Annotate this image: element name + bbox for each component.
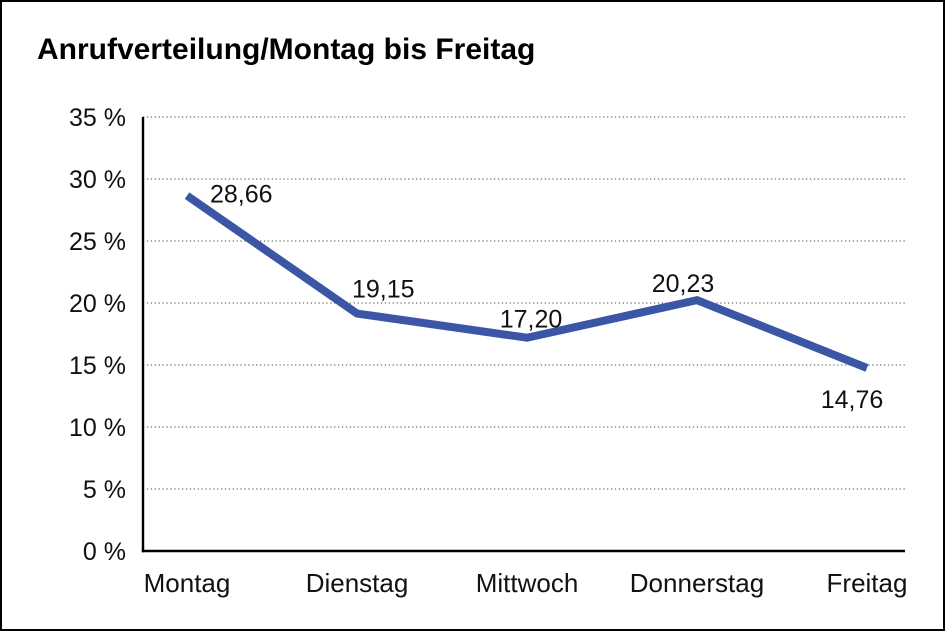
y-axis-tick-label: 15 % [69,352,126,380]
series-layer [184,192,869,372]
data-label: 28,66 [210,181,273,209]
y-axis-tick-label: 10 % [69,414,126,442]
axis-layer [141,117,905,553]
x-axis-label: Donnerstag [630,568,764,598]
data-label: 17,20 [500,306,563,334]
y-axis-tick-label: 25 % [69,228,126,256]
x-axis-label: Dienstag [306,568,409,598]
data-label: 19,15 [352,276,415,304]
chart-title: Anrufverteilung/Montag bis Freitag [37,33,535,66]
x-axis-label: Montag [144,568,231,598]
y-axis-tick-label: 0 % [83,538,126,566]
y-axis-tick-label: 5 % [83,476,126,504]
data-label: 20,23 [652,270,715,298]
y-axis-tick-label: 35 % [69,104,126,132]
x-axis-label: Freitag [827,568,908,598]
grid-layer [143,116,905,490]
y-axis-tick-label: 20 % [69,290,126,318]
series-line [184,192,869,372]
x-axis-label: Mittwoch [476,568,579,598]
y-axis-tick-label: 30 % [69,166,126,194]
label-layer: 0 % 5 % 10 % 15 % 20 % 25 % 30 % 35 % 28,66 19,15… [69,104,907,598]
data-label: 14,76 [821,386,884,414]
